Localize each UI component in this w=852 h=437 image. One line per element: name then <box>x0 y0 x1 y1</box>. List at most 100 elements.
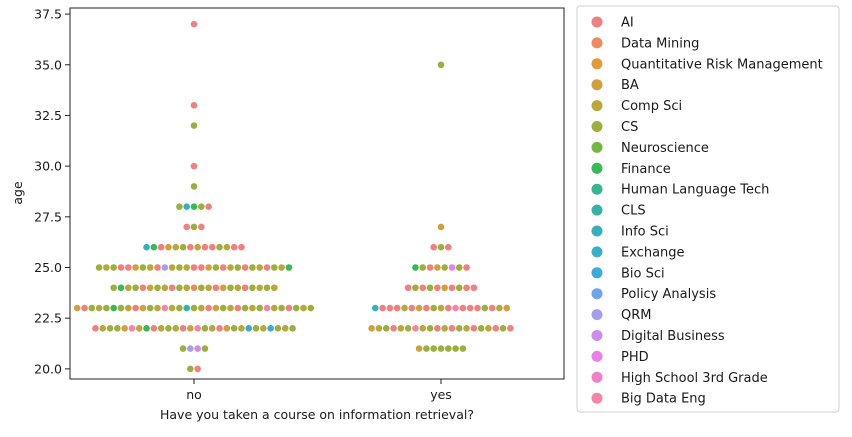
data-point <box>198 203 205 210</box>
legend-entry: BA <box>621 78 639 93</box>
data-point <box>187 325 194 332</box>
data-point <box>103 264 110 271</box>
y-tick-label: 30.0 <box>34 159 62 174</box>
data-point <box>241 284 249 292</box>
data-point <box>267 325 274 332</box>
data-point <box>201 325 209 332</box>
legend-marker <box>591 183 603 195</box>
data-point <box>198 284 205 292</box>
data-point <box>437 345 445 352</box>
legend-entry: Digital Business <box>621 329 725 344</box>
data-point <box>187 243 194 251</box>
data-point <box>426 284 434 292</box>
legend-entry: Data Mining <box>621 36 699 51</box>
y-tick-label: 27.5 <box>34 209 62 224</box>
data-point <box>179 325 187 332</box>
data-point <box>448 264 456 271</box>
data-point <box>73 304 81 312</box>
data-point <box>426 325 434 332</box>
data-point <box>260 325 267 332</box>
data-point <box>154 264 161 271</box>
data-point <box>368 325 375 332</box>
data-point <box>271 264 278 271</box>
data-point <box>401 304 408 312</box>
data-point <box>117 264 125 271</box>
data-point <box>434 325 441 332</box>
data-point <box>455 284 463 292</box>
data-point <box>274 325 282 332</box>
data-point <box>289 325 296 332</box>
data-point <box>375 325 383 332</box>
data-point <box>437 243 445 251</box>
legend-marker <box>591 79 603 91</box>
data-point <box>176 284 183 292</box>
data-point <box>183 264 190 271</box>
data-point <box>190 264 198 271</box>
data-point <box>463 284 470 292</box>
data-point <box>448 284 456 292</box>
data-point <box>190 162 198 170</box>
data-point <box>485 325 492 332</box>
data-point <box>219 264 227 271</box>
data-point <box>95 264 103 271</box>
legend-entry: CLS <box>621 204 646 219</box>
data-point <box>205 284 212 292</box>
data-point <box>187 345 194 352</box>
legend-marker <box>591 100 603 112</box>
data-point <box>430 304 438 312</box>
data-point <box>157 243 165 251</box>
data-point <box>95 304 103 312</box>
data-point <box>121 325 128 332</box>
data-point <box>201 345 209 352</box>
data-point <box>434 264 441 271</box>
data-point <box>216 325 223 332</box>
data-point <box>441 284 448 292</box>
data-point <box>241 264 249 271</box>
data-point <box>150 325 158 332</box>
data-point <box>241 304 249 312</box>
legend-marker <box>591 37 603 49</box>
data-point <box>437 304 445 312</box>
data-point <box>271 284 278 292</box>
data-point <box>125 284 132 292</box>
legend-marker <box>591 392 603 404</box>
data-point <box>459 345 467 352</box>
data-point <box>238 325 245 332</box>
data-point <box>190 183 198 190</box>
legend-marker <box>591 58 603 70</box>
data-point <box>172 325 180 332</box>
legend-entry: PHD <box>621 350 649 365</box>
data-point <box>190 304 198 312</box>
data-point <box>256 284 264 292</box>
data-point <box>110 264 117 271</box>
data-point <box>190 203 198 210</box>
data-point <box>208 243 216 251</box>
data-point <box>128 325 136 332</box>
data-point <box>245 325 253 332</box>
data-point <box>445 304 452 312</box>
data-point <box>194 345 201 352</box>
data-point <box>183 203 190 210</box>
data-point <box>168 304 176 312</box>
data-point <box>154 284 161 292</box>
y-axis: 20.0 22.5 25.0 27.5 30.0 32.5 35.0 37.5 <box>34 7 70 376</box>
data-point <box>278 304 285 312</box>
data-point <box>194 325 201 332</box>
data-point <box>481 304 489 312</box>
data-point <box>205 264 212 271</box>
data-point <box>256 264 264 271</box>
data-point <box>238 243 245 251</box>
data-point <box>452 304 459 312</box>
data-point <box>445 345 452 352</box>
legend-entry: Bio Sci <box>621 266 665 281</box>
data-point <box>194 243 201 251</box>
data-point <box>110 284 117 292</box>
legend-entry: Human Language Tech <box>621 183 769 198</box>
data-point <box>415 345 423 352</box>
data-point <box>190 122 198 129</box>
legend: AI Data Mining Quantitative Risk Managemen… <box>576 5 840 413</box>
data-point <box>139 284 147 292</box>
data-point <box>219 304 227 312</box>
data-point <box>285 264 293 271</box>
data-point <box>168 284 176 292</box>
